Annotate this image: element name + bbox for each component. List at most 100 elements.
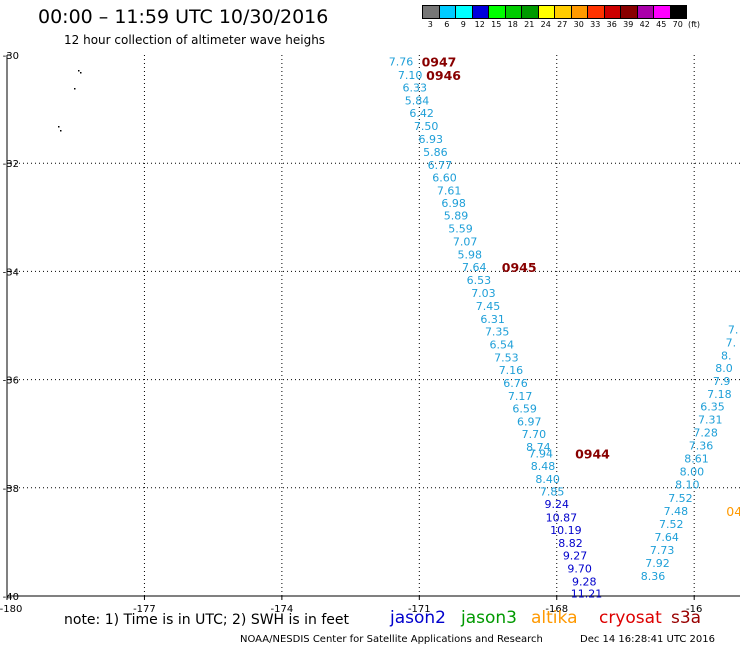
y-tick-label: -32: [3, 159, 19, 170]
swh-value: 6.35: [700, 401, 725, 414]
time-label: 0947: [422, 54, 457, 69]
colorbar-swatch: [570, 5, 588, 19]
colorbar-label: 18: [507, 20, 518, 29]
time-label: 0944: [575, 447, 610, 462]
swh-value: 6.93: [419, 133, 444, 146]
swh-value: 7.31: [698, 414, 723, 427]
time-label: 0946: [426, 68, 461, 83]
swh-value: 8.48: [531, 460, 556, 473]
colorbar-swatch: [669, 5, 687, 19]
swh-value: 6.97: [517, 415, 542, 428]
colorbar-label: 24: [540, 20, 551, 29]
colorbar-label: 39: [623, 20, 634, 29]
colorbar-swatch: [554, 5, 572, 19]
swh-value: 6.33: [402, 81, 427, 94]
swh-value: 8.40: [535, 473, 560, 486]
swh-value: 7.10: [398, 69, 423, 82]
swh-value: 6.42: [409, 107, 434, 120]
swh-value: 8.00: [680, 466, 705, 479]
island-dot: [78, 70, 80, 72]
swh-value: 8.: [721, 349, 732, 362]
swh-value: 7.92: [645, 557, 670, 570]
swh-value: 7.36: [689, 440, 714, 453]
swh-value: 7.45: [476, 300, 501, 313]
colorbar-swatch: [504, 5, 522, 19]
satellite-jason3: jason3: [461, 608, 517, 628]
swh-value: 6.76: [503, 377, 528, 390]
swh-value: 7.64: [654, 531, 679, 544]
satellite-altika: altika: [531, 608, 578, 628]
satellite-cryosat: cryosat: [599, 608, 662, 628]
x-tick-label: -174: [271, 604, 294, 615]
x-tick-label: -168: [545, 604, 568, 615]
island-dot: [60, 130, 62, 132]
colorbar-swatch: [603, 5, 621, 19]
swh-value: 7.52: [668, 492, 693, 505]
colorbar-swatch: [455, 5, 473, 19]
y-tick-label: -30: [3, 51, 19, 62]
swh-value: 7.61: [437, 184, 462, 197]
swh-value: 7.76: [389, 55, 414, 68]
island-dot: [74, 88, 76, 90]
swh-value: 7.28: [693, 427, 718, 440]
swh-value: 7.07: [453, 236, 478, 249]
time-label: 0945: [502, 260, 537, 275]
swh-value: 7.18: [707, 388, 732, 401]
altika-time-label: 04: [726, 504, 740, 519]
colorbar-swatch: [471, 5, 489, 19]
swh-value: 5.86: [423, 146, 448, 159]
x-tick-label: -180: [0, 604, 22, 615]
swh-value: 7.35: [485, 325, 510, 338]
swh-value: 5.84: [405, 94, 430, 107]
swh-value: 7.85: [540, 486, 565, 499]
colorbar-unit: (ft): [687, 20, 701, 29]
footer-credit: NOAA/NESDIS Center for Satellite Applica…: [240, 634, 543, 645]
x-tick-label: -171: [408, 604, 431, 615]
colorbar-label: 33: [590, 20, 601, 29]
swh-value: 7.70: [522, 428, 547, 441]
colorbar-swatch: [587, 5, 605, 19]
swh-value: 8.82: [558, 537, 583, 550]
colorbar-label: 15: [491, 20, 502, 29]
colorbar-label: 6: [444, 20, 450, 29]
swh-value: 8.10: [675, 479, 700, 492]
swh-value: 8.0: [715, 362, 733, 375]
swh-value: 5.89: [444, 210, 469, 223]
satellite-jason2: jason2: [390, 608, 446, 628]
colorbar-label: 42: [639, 20, 650, 29]
swh-value: 6.98: [441, 197, 466, 210]
footer-timestamp: Dec 14 16:28:41 UTC 2016: [580, 634, 715, 645]
y-tick-label: -36: [3, 376, 19, 387]
swh-value: 7.52: [659, 518, 684, 531]
swh-value: 7.53: [494, 351, 519, 364]
swh-value: 6.31: [480, 313, 505, 326]
swh-value: 10.19: [550, 524, 582, 537]
colorbar-label: 70: [672, 20, 683, 29]
swh-value: 7.16: [499, 364, 524, 377]
colorbar-label: 27: [557, 20, 568, 29]
page-title: 00:00 – 11:59 UTC 10/30/2016: [38, 6, 329, 28]
swh-value: 7.03: [471, 287, 496, 300]
swh-value: 7.17: [508, 390, 533, 403]
swh-value: 7.9: [713, 375, 731, 388]
swh-value: 7.: [726, 336, 737, 349]
swh-value: 9.28: [572, 575, 597, 588]
swh-value: 7.94: [528, 448, 553, 461]
colorbar-label: 9: [460, 20, 466, 29]
island-dot: [58, 126, 60, 128]
page-subtitle: 12 hour collection of altimeter wave hei…: [64, 33, 326, 47]
swh-value: 7.: [728, 323, 739, 336]
colorbar-label: 21: [524, 20, 535, 29]
colorbar-swatch: [521, 5, 539, 19]
colorbar-legend: 3 6 9 12 15 18 21 24 27 30 33 36 39 42 45 70 (ft): [422, 5, 740, 31]
swh-value: 9.27: [563, 549, 588, 562]
colorbar-label: 30: [573, 20, 584, 29]
colorbar-swatch: [537, 5, 555, 19]
colorbar-swatch: [422, 5, 440, 19]
swh-value: 8.36: [641, 570, 666, 583]
swh-value: 7.48: [664, 505, 689, 518]
swh-value: 5.98: [457, 249, 482, 262]
satellite-s3a: s3a: [671, 608, 702, 628]
colorbar-label: 45: [656, 20, 667, 29]
